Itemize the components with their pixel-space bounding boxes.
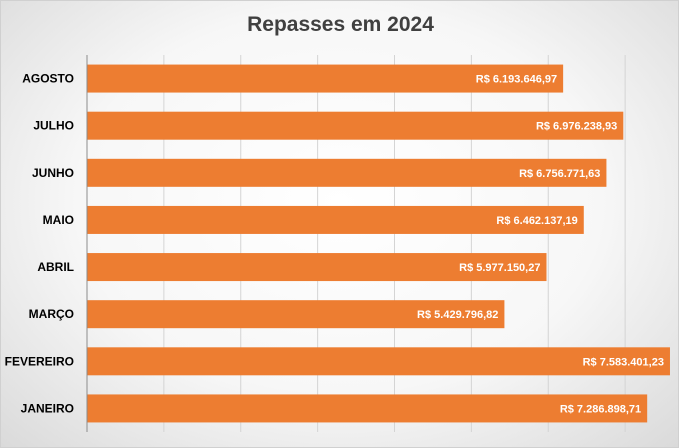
data-label: R$ 5.977.150,27 — [459, 262, 540, 274]
category-label: MAIO — [43, 213, 74, 227]
data-label: R$ 6.756.771,63 — [519, 168, 600, 180]
bar — [87, 111, 624, 140]
bar — [87, 253, 547, 282]
data-label: R$ 6.976.238,93 — [536, 121, 617, 133]
category-label: MARÇO — [29, 307, 74, 321]
chart-title: Repasses em 2024 — [247, 13, 434, 36]
bar — [87, 64, 564, 93]
category-label: AGOSTO — [22, 72, 74, 86]
data-label: R$ 7.286.898,71 — [560, 403, 641, 415]
bar — [87, 394, 648, 423]
bar — [87, 347, 670, 376]
bar — [87, 205, 584, 234]
bar — [87, 158, 607, 187]
category-label: ABRIL — [37, 260, 74, 274]
category-label: FEVEREIRO — [5, 354, 74, 368]
data-label: R$ 6.462.137,19 — [496, 215, 577, 227]
data-label: R$ 6.193.646,97 — [476, 74, 557, 86]
data-labels: R$ 7.286.898,71 R$ 7.583.401,23 R$ 5.429.7… — [417, 74, 664, 416]
category-label: JULHO — [33, 119, 74, 133]
bar — [87, 300, 505, 329]
data-label: R$ 7.583.401,23 — [583, 356, 664, 368]
category-labels: JANEIRO FEVEREIRO MARÇO ABRIL MAIO JUNHO JULHO… — [5, 72, 74, 416]
category-label: JANEIRO — [21, 401, 74, 415]
bars — [87, 64, 670, 423]
gridlines — [163, 55, 626, 432]
category-label: JUNHO — [32, 166, 74, 180]
data-label: R$ 5.429.796,82 — [417, 309, 498, 321]
